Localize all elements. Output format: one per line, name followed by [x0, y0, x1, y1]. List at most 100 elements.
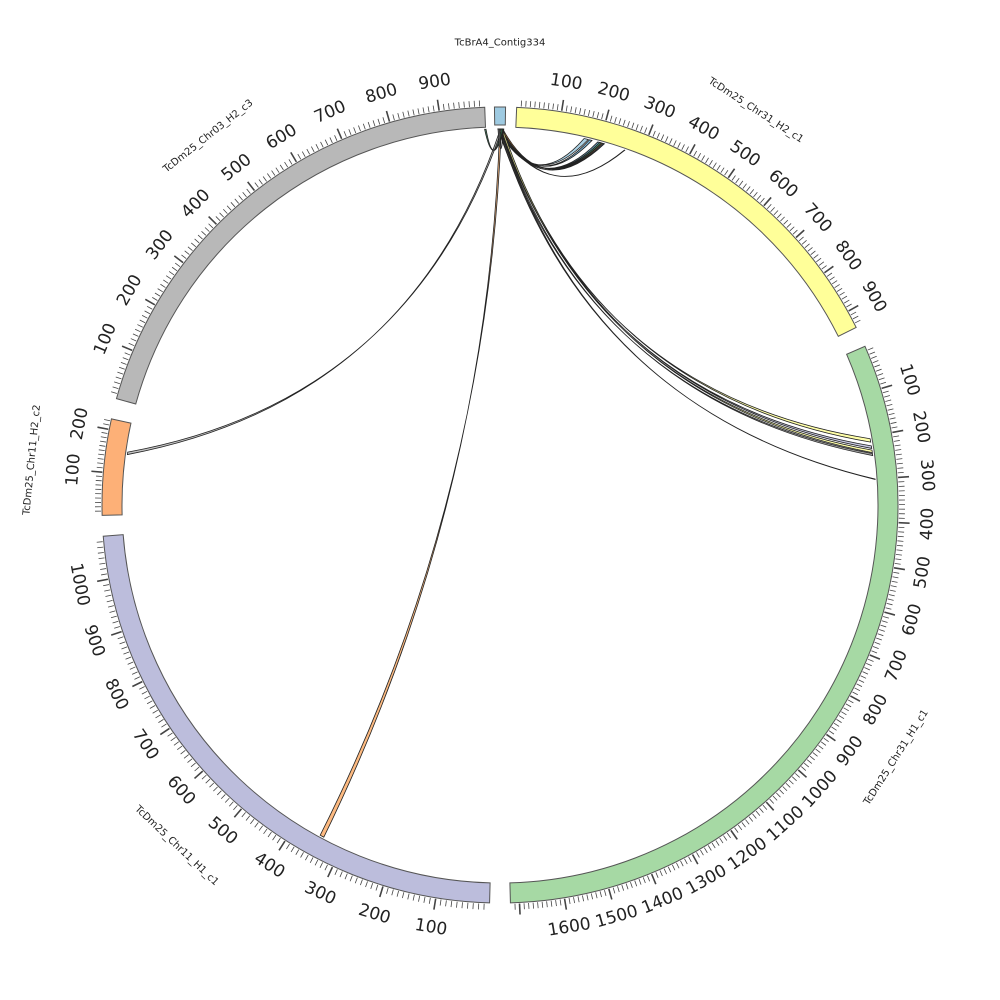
minor-tick	[888, 412, 895, 416]
minor-tick	[556, 104, 559, 111]
minor-tick	[890, 421, 897, 424]
minor-tick	[117, 636, 124, 640]
minor-tick	[149, 705, 156, 709]
link-ribbon-chr31h2	[498, 128, 626, 177]
minor-tick	[407, 893, 410, 900]
minor-tick	[667, 866, 672, 873]
minor-tick	[362, 123, 366, 130]
minor-tick	[707, 845, 712, 851]
link-ribbon-chr31h1	[497, 128, 874, 457]
minor-tick	[154, 292, 161, 297]
tick-label: 100	[62, 453, 85, 487]
minor-tick	[110, 615, 117, 619]
minor-tick	[780, 216, 785, 222]
segment-chr31h1	[509, 345, 899, 904]
major-tick	[336, 128, 343, 140]
minor-tick	[724, 170, 729, 176]
major-tick	[560, 99, 565, 111]
minor-tick	[886, 602, 893, 606]
minor-tick	[601, 113, 604, 120]
tick-label: 800	[363, 80, 400, 108]
minor-tick	[234, 198, 240, 204]
minor-tick	[745, 819, 750, 825]
minor-tick	[828, 730, 835, 735]
links-layer	[126, 128, 876, 838]
minor-tick	[241, 812, 246, 818]
tick-label: 1300	[683, 861, 731, 899]
tick-label: 700	[311, 97, 349, 128]
minor-tick	[412, 894, 415, 901]
minor-tick	[309, 857, 314, 863]
minor-tick	[792, 229, 798, 235]
minor-tick	[599, 891, 602, 898]
minor-tick	[216, 790, 222, 796]
minor-tick	[891, 580, 898, 583]
minor-tick	[99, 445, 106, 447]
major-tick	[247, 181, 256, 192]
minor-tick	[119, 366, 125, 370]
minor-tick	[663, 868, 667, 875]
tick-label: 400	[685, 112, 723, 145]
minor-tick	[760, 197, 765, 203]
minor-tick	[275, 167, 280, 173]
tick-label: 1000	[798, 766, 842, 812]
minor-tick	[130, 338, 137, 342]
minor-tick	[219, 212, 224, 218]
minor-tick	[565, 105, 568, 112]
link-ribbon-chr11h1	[319, 128, 502, 838]
minor-tick	[782, 786, 788, 792]
minor-tick	[770, 207, 775, 213]
minor-tick	[555, 900, 557, 907]
tick-label: 1100	[763, 802, 809, 846]
minor-tick	[132, 333, 139, 337]
minor-tick	[173, 741, 180, 746]
minor-tick	[103, 423, 110, 426]
minor-tick	[583, 108, 586, 116]
minor-tick	[365, 881, 368, 888]
major-tick	[97, 578, 109, 583]
minor-tick	[439, 899, 442, 906]
minor-tick	[254, 822, 259, 828]
minor-tick	[105, 594, 112, 597]
minor-tick	[640, 125, 643, 132]
minor-tick	[167, 732, 173, 737]
minor-tick	[295, 849, 300, 855]
segment-label-chr11h1: TcDm25_Chr11_H1_c1	[132, 803, 221, 888]
minor-tick	[592, 111, 595, 118]
minor-tick	[647, 875, 651, 882]
minor-tick	[860, 675, 867, 679]
minor-tick	[688, 856, 692, 863]
minor-tick	[893, 440, 900, 442]
minor-tick	[595, 892, 598, 899]
minor-tick	[286, 843, 290, 850]
tick-label: 100	[549, 70, 584, 95]
minor-tick	[883, 616, 889, 619]
segment-label-contig: TcBrA4_Contig334	[454, 38, 546, 49]
tick-label: 500	[218, 150, 256, 186]
major-tick	[689, 143, 696, 155]
minor-tick	[712, 162, 717, 168]
minor-tick	[880, 624, 887, 628]
minor-tick	[550, 900, 553, 907]
minor-tick	[864, 667, 871, 671]
minor-tick	[423, 896, 426, 903]
minor-tick	[870, 355, 877, 359]
minor-tick	[614, 116, 617, 123]
minor-tick	[804, 243, 810, 249]
minor-tick	[660, 134, 665, 141]
minor-tick	[546, 901, 548, 908]
minor-tick	[644, 127, 648, 134]
minor-tick	[652, 130, 656, 137]
major-tick	[132, 680, 143, 688]
segment-label-chr31h2: TcDm25_Chr31_H2_c1	[705, 75, 805, 145]
major-tick	[893, 567, 906, 571]
minor-tick	[862, 671, 869, 675]
minor-tick	[677, 142, 681, 148]
minor-tick	[134, 676, 141, 680]
minor-tick	[301, 151, 306, 157]
minor-tick	[181, 254, 187, 259]
minor-tick	[752, 813, 757, 819]
minor-tick	[836, 287, 843, 292]
minor-tick	[867, 658, 874, 662]
minor-tick	[177, 745, 183, 750]
